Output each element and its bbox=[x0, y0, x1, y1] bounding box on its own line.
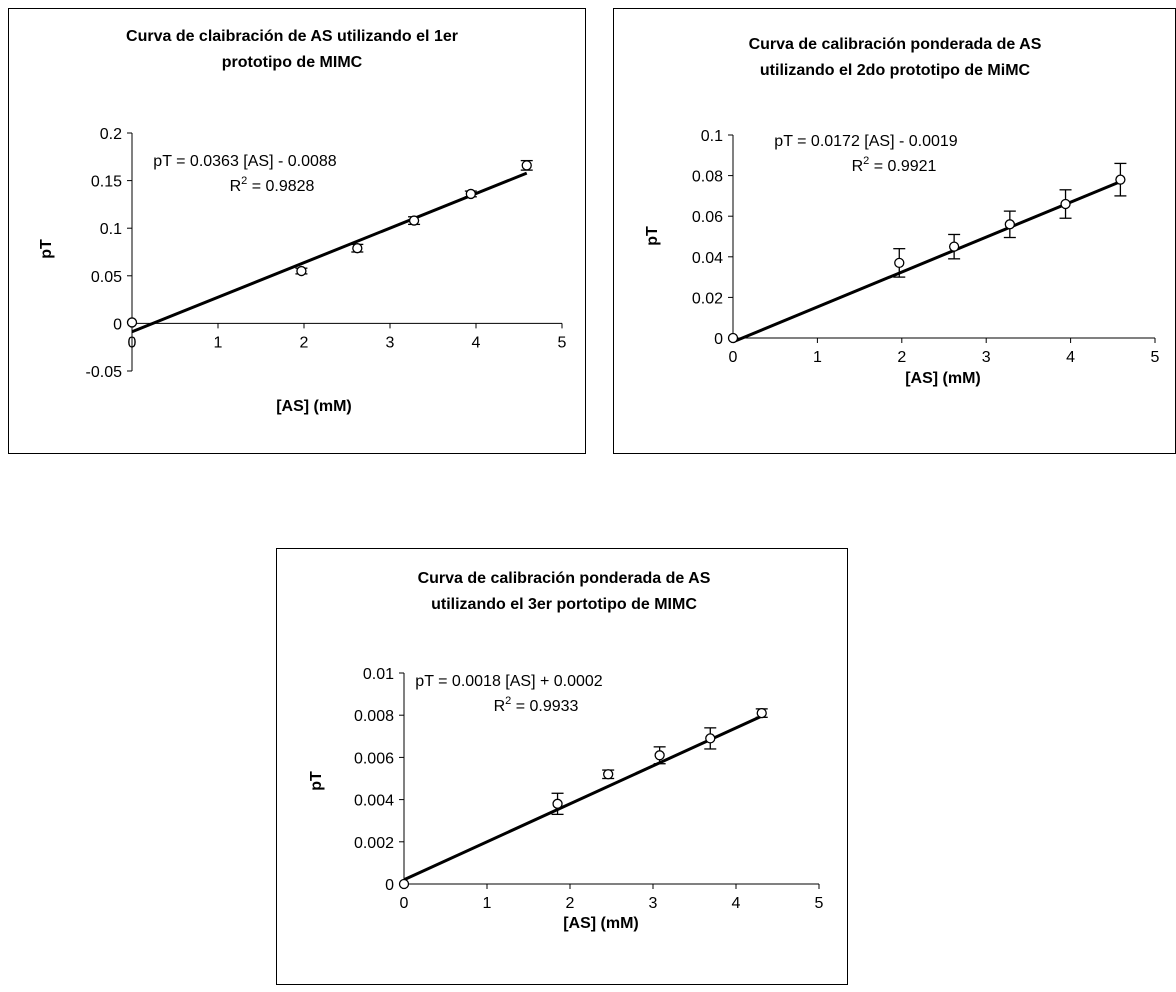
y-tick-label: 0.04 bbox=[692, 250, 723, 267]
y-tick-label: 0.15 bbox=[91, 174, 122, 191]
x-tick-label: 3 bbox=[982, 349, 991, 366]
x-axis-label: [AS] (mM) bbox=[563, 915, 639, 932]
x-tick-label: 5 bbox=[815, 895, 824, 912]
r-squared-exponent: 2 bbox=[241, 175, 247, 187]
r-squared-exponent: 2 bbox=[863, 155, 869, 167]
data-point bbox=[465, 188, 476, 200]
x-tick-label: 0 bbox=[128, 334, 137, 351]
data-point bbox=[727, 332, 739, 344]
y-axis-label: pT bbox=[308, 771, 325, 791]
y-tick-label: 0.2 bbox=[100, 126, 122, 143]
r-squared-value: = 0.9828 bbox=[247, 178, 314, 195]
r-squared-exponent: 2 bbox=[505, 695, 511, 707]
chart-panel-1: Curva de claibración de AS utilizando el… bbox=[8, 8, 586, 454]
r-squared-label: R2 = 0.9921 bbox=[852, 155, 937, 175]
data-point bbox=[398, 878, 410, 890]
y-tick-label: 0.1 bbox=[100, 221, 122, 238]
y-tick-label: 0.01 bbox=[363, 666, 394, 683]
chart-title-line: prototipo de MIMC bbox=[222, 54, 363, 71]
x-axis-label: [AS] (mM) bbox=[276, 398, 352, 415]
y-axis-label: pT bbox=[644, 226, 661, 246]
data-point bbox=[521, 160, 532, 171]
x-tick-label: 4 bbox=[472, 334, 481, 351]
data-point bbox=[756, 707, 767, 719]
x-tick-label: 1 bbox=[813, 349, 822, 366]
y-tick-label: 0.08 bbox=[692, 169, 723, 186]
chart-title-line: Curva de calibración ponderada de AS bbox=[749, 36, 1042, 53]
data-point bbox=[1004, 219, 1015, 230]
trendline-equation: pT = 0.0172 [AS] - 0.0019 bbox=[774, 133, 957, 150]
chart-panel-3: Curva de calibración ponderada de AS util… bbox=[276, 548, 848, 985]
r-squared-label: R2 = 0.9933 bbox=[494, 695, 579, 715]
x-tick-label: 2 bbox=[897, 349, 906, 366]
data-point bbox=[894, 257, 905, 269]
y-tick-label: -0.05 bbox=[86, 364, 123, 381]
data-point bbox=[705, 733, 716, 744]
x-tick-label: 2 bbox=[566, 895, 575, 912]
x-tick-label: 1 bbox=[483, 895, 492, 912]
x-axis-label: [AS] (mM) bbox=[905, 370, 981, 387]
r-squared-value: = 0.9933 bbox=[511, 698, 578, 715]
y-tick-label: 0.002 bbox=[354, 835, 394, 852]
x-tick-label: 4 bbox=[1066, 349, 1075, 366]
data-point bbox=[1060, 198, 1071, 210]
data-point bbox=[126, 317, 138, 328]
y-tick-label: 0.06 bbox=[692, 209, 723, 226]
y-tick-label: 0.05 bbox=[91, 269, 122, 286]
y-tick-label: 0 bbox=[714, 331, 723, 348]
data-point bbox=[1115, 174, 1126, 185]
chart-svg-1: Curva de claibración de AS utilizando el… bbox=[38, 28, 567, 415]
x-tick-label: 5 bbox=[558, 334, 567, 351]
x-tick-label: 0 bbox=[400, 895, 409, 912]
data-point bbox=[296, 265, 307, 277]
x-tick-label: 4 bbox=[732, 895, 741, 912]
r-squared-value: = 0.9921 bbox=[869, 158, 936, 175]
trendline bbox=[131, 171, 528, 334]
data-point bbox=[948, 241, 960, 252]
x-tick-label: 0 bbox=[729, 349, 738, 366]
trendline-equation: pT = 0.0018 [AS] + 0.0002 bbox=[415, 673, 603, 690]
trendline bbox=[732, 180, 1121, 344]
chart-title-line: Curva de calibración ponderada de AS bbox=[418, 570, 711, 587]
data-point bbox=[552, 798, 563, 809]
r-squared-prefix: R bbox=[230, 178, 242, 195]
chart-svg-2: Curva de calibración ponderada de AS util… bbox=[644, 36, 1160, 387]
x-tick-label: 3 bbox=[386, 334, 395, 351]
y-tick-label: 0.02 bbox=[692, 290, 723, 307]
x-tick-label: 5 bbox=[1151, 349, 1160, 366]
data-point bbox=[654, 750, 665, 761]
chart-title-line: Curva de claibración de AS utilizando el… bbox=[126, 28, 458, 45]
y-tick-label: 0.008 bbox=[354, 708, 394, 725]
chart-title-line: utilizando el 2do prototipo de MiMC bbox=[760, 62, 1031, 79]
chart-svg-3: Curva de calibración ponderada de AS util… bbox=[308, 570, 824, 932]
r-squared-label: R2 = 0.9828 bbox=[230, 175, 315, 195]
r-squared-prefix: R bbox=[852, 158, 864, 175]
x-tick-label: 2 bbox=[300, 334, 309, 351]
chart-panel-2: Curva de calibración ponderada de AS util… bbox=[613, 8, 1176, 454]
trendline bbox=[403, 714, 763, 882]
y-axis-label: pT bbox=[38, 239, 55, 259]
r-squared-prefix: R bbox=[494, 698, 506, 715]
data-point bbox=[352, 243, 363, 254]
chart-title-line: utilizando el 3er portotipo de MIMC bbox=[431, 596, 697, 613]
y-tick-label: 0 bbox=[385, 877, 394, 894]
trendline-equation: pT = 0.0363 [AS] - 0.0088 bbox=[153, 153, 336, 170]
data-point bbox=[603, 769, 614, 780]
data-point bbox=[408, 215, 420, 226]
x-tick-label: 3 bbox=[649, 895, 658, 912]
y-tick-label: 0 bbox=[113, 316, 122, 333]
x-tick-label: 1 bbox=[214, 334, 223, 351]
y-tick-label: 0.006 bbox=[354, 750, 394, 767]
y-tick-label: 0.004 bbox=[354, 793, 394, 810]
y-tick-label: 0.1 bbox=[701, 128, 723, 145]
